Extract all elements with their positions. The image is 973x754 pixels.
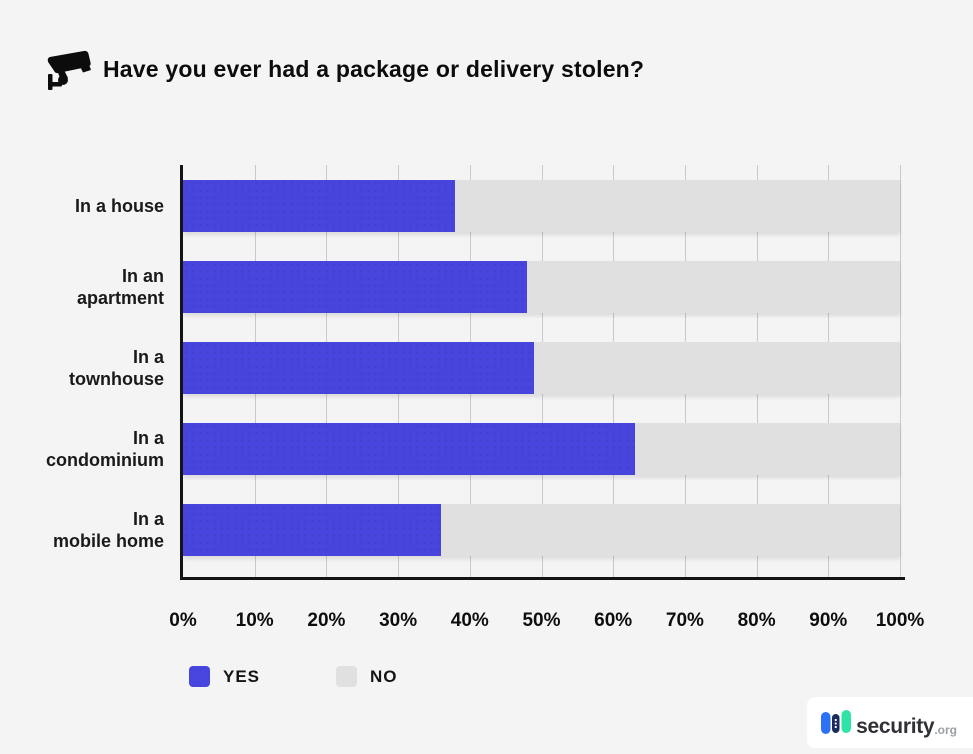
security-camera-icon — [47, 50, 91, 90]
no-label: NO — [370, 666, 398, 686]
bar-row-no — [183, 180, 900, 232]
x-tick-label: 90% — [809, 610, 848, 631]
legend-item-yes: YES — [189, 666, 260, 687]
x-tick-label: 50% — [522, 610, 561, 631]
category-label: In a mobile home — [52, 508, 164, 552]
category-label: In a townhouse — [69, 346, 164, 390]
bar-fill-yes — [183, 504, 442, 556]
bar-fill-yes — [183, 261, 528, 313]
gridline — [900, 165, 901, 577]
x-axis-ticks: 0% 10% 20% 30% 40% 50% 60% 70% 80% 90% 100% — [169, 610, 924, 638]
legend: YES NO — [189, 666, 398, 687]
bar-fill-yes — [183, 423, 635, 475]
x-tick-label: 80% — [737, 610, 776, 631]
security-org-logo: security .org — [807, 697, 973, 748]
x-tick-label: 100% — [875, 610, 925, 631]
bar-row-no — [183, 261, 900, 313]
bar-fill-yes — [183, 180, 456, 232]
page-title: Have you ever had a package or delivery … — [103, 56, 645, 82]
y-axis-line — [180, 165, 183, 580]
x-tick-label: 40% — [450, 610, 489, 631]
x-tick-label: 20% — [307, 610, 346, 631]
x-tick-label: 0% — [169, 610, 197, 631]
x-axis-line — [180, 577, 905, 580]
x-tick-label: 60% — [594, 610, 633, 631]
yes-label: YES — [223, 666, 261, 686]
category-label: In a condominium — [46, 427, 164, 471]
bar-row-no — [183, 342, 900, 394]
yes-swatch — [189, 666, 210, 687]
bar-row-no — [183, 423, 900, 475]
legend-item-no: NO — [336, 666, 398, 687]
x-tick-label: 10% — [235, 610, 274, 631]
bar-row-no — [183, 504, 900, 556]
logo-suffix: .org — [934, 723, 957, 737]
bar-fill-yes — [183, 342, 535, 394]
x-tick-label: 70% — [665, 610, 704, 631]
category-label: In an apartment — [76, 265, 164, 309]
bar-series — [183, 180, 900, 585]
category-labels: In a house In an apartment In a townhouse I… — [0, 165, 164, 577]
x-tick-label: 30% — [379, 610, 418, 631]
no-swatch — [336, 666, 358, 687]
logo-text: security — [856, 715, 935, 738]
security-org-lock-icon — [821, 710, 852, 734]
category-label: In a house — [74, 195, 164, 216]
plot-area — [180, 165, 905, 580]
